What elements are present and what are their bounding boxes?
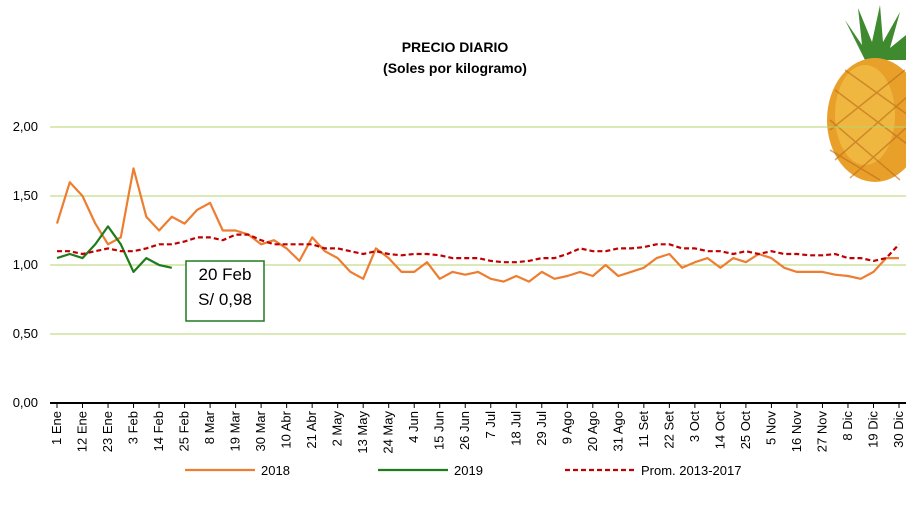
x-tick-label: 8 Mar <box>202 410 217 444</box>
x-tick-label: 9 Ago <box>559 411 574 444</box>
x-tick-label: 31 Ago <box>610 411 625 452</box>
x-tick-label: 23 Ene <box>100 411 115 452</box>
x-tick-label: 20 Ago <box>585 411 600 452</box>
x-tick-label: 22 Set <box>661 411 676 449</box>
chart: PRECIO DIARIO (Soles por kilogramo) 0,00… <box>0 0 906 506</box>
x-tick-label: 12 Ene <box>75 411 90 452</box>
x-tick-label: 25 Feb <box>177 411 192 451</box>
x-tick-label: 30 Dic <box>891 411 906 448</box>
x-tick-label: 14 Oct <box>712 411 727 450</box>
x-tick-label: 27 Nov <box>814 411 829 453</box>
x-tick-label: 3 Oct <box>687 411 702 442</box>
x-tick-label: 30 Mar <box>253 410 268 451</box>
x-tick-label: 4 Jun <box>406 411 421 443</box>
chart-subtitle: (Soles por kilogramo) <box>383 60 527 76</box>
x-tick-label: 26 Jun <box>457 411 472 450</box>
x-tick-label: 16 Nov <box>789 411 804 453</box>
x-tick-label: 3 Feb <box>126 411 141 444</box>
x-tick-label: 1 Ene <box>49 411 64 445</box>
x-tick-label: 14 Feb <box>151 411 166 451</box>
x-tick-label: 29 Jul <box>534 411 549 446</box>
x-tick-label: 8 Dic <box>840 411 855 441</box>
x-tick-label: 5 Nov <box>763 411 778 445</box>
x-tick-label: 10 Abr <box>279 410 294 448</box>
y-tick-label: 1,00 <box>13 257 38 272</box>
y-tick-label: 1,50 <box>13 188 38 203</box>
x-tick-label: 19 Dic <box>865 411 880 448</box>
x-tick-label: 18 Jul <box>508 411 523 446</box>
x-tick-label: 15 Jun <box>432 411 447 450</box>
x-tick-label: 21 Abr <box>304 410 319 448</box>
y-tick-label: 0,50 <box>13 326 38 341</box>
x-tick-label: 11 Set <box>636 411 651 448</box>
legend-label: 2018 <box>261 463 290 478</box>
annotation-value: S/ 0,98 <box>198 290 252 309</box>
x-tick-label: 2 May <box>330 411 345 447</box>
legend-label: 2019 <box>454 463 483 478</box>
x-tick-label: 13 May <box>355 411 370 454</box>
x-tick-label: 24 May <box>381 411 396 454</box>
chart-title: PRECIO DIARIO <box>402 39 509 55</box>
y-tick-label: 2,00 <box>13 119 38 134</box>
x-tick-label: 25 Oct <box>738 411 753 450</box>
legend-label: Prom. 2013-2017 <box>641 463 741 478</box>
pineapple-image <box>827 5 906 182</box>
x-tick-label: 19 Mar <box>228 410 243 451</box>
annotation: 20 Feb S/ 0,98 <box>186 261 264 321</box>
y-tick-label: 0,00 <box>13 395 38 410</box>
annotation-date: 20 Feb <box>199 265 252 284</box>
x-tick-label: 7 Jul <box>483 411 498 439</box>
